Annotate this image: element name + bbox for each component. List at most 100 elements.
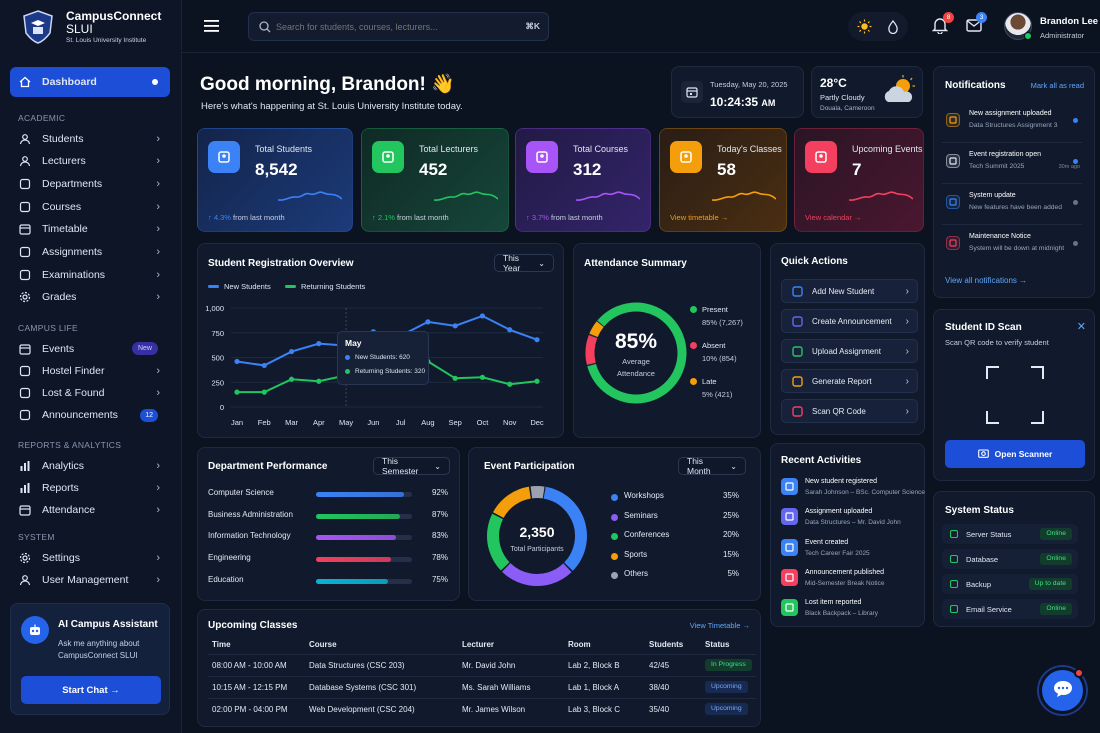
quick-action-scan-qr-code[interactable]: Scan QR Code ›	[781, 399, 918, 423]
brand-logo[interactable]	[20, 9, 56, 45]
quick-action-upload-assignment[interactable]: Upload Assignment ›	[781, 339, 918, 363]
stat-card-total-courses[interactable]: Total Courses 312 ↑ 3.7% from last month	[515, 128, 651, 232]
stat-value: 7	[852, 160, 862, 179]
sidebar-item-reports[interactable]: Reports ›	[10, 477, 170, 498]
activity-sub: Data Structures – Mr. David John	[805, 519, 901, 527]
notification-item[interactable]: Maintenance Notice System will be down at…	[942, 230, 1082, 266]
department-row: Information Technology 83%	[208, 531, 448, 545]
legend-dot	[611, 494, 618, 501]
chat-bubble-icon	[1052, 679, 1074, 702]
quick-action-generate-report[interactable]: Generate Report ›	[781, 369, 918, 393]
stat-link[interactable]: View timetable →	[670, 213, 729, 222]
search-bar[interactable]: ⌘K	[248, 12, 549, 41]
close-icon[interactable]: ✕	[1076, 321, 1086, 333]
sidebar-item-lecturers[interactable]: Lecturers ›	[10, 151, 170, 172]
filter-label: This Year	[503, 253, 521, 273]
sidebar-item-user-management[interactable]: User Management ›	[10, 569, 170, 590]
system-status-row: Server Status Online	[942, 524, 1078, 544]
stat-card-total-students[interactable]: Total Students 8,542 ↑ 4.3% from last mont…	[197, 128, 353, 232]
stat-card-today-s-classes[interactable]: Today's Classes 58 View timetable →	[659, 128, 787, 232]
stat-card-total-lecturers[interactable]: Total Lecturers 452 ↑ 2.1% from last month	[361, 128, 509, 232]
cell-lecturer: Ms. Sarah Williams	[462, 682, 531, 692]
sidebar-item-hostel-finder[interactable]: Hostel Finder ›	[10, 360, 170, 381]
activity-item[interactable]: Announcement published Mid-Semester Break…	[781, 568, 921, 594]
chat-online-dot	[1074, 668, 1084, 678]
y-tick-label: 0	[220, 403, 224, 412]
sidebar-item-settings[interactable]: Settings ›	[10, 547, 170, 568]
notification-item[interactable]: Event registration open Tech Summit 2025 3…	[942, 148, 1082, 184]
sidebar-item-label: Examinations	[42, 268, 106, 281]
sidebar-item-dashboard[interactable]: Dashboard	[10, 67, 170, 97]
open-scanner-button[interactable]: Open Scanner	[945, 440, 1085, 468]
registration-filter-select[interactable]: This Year ⌄	[494, 253, 554, 273]
table-row[interactable]: 08:00 AM - 10:00 AM Data Structures (CSC …	[208, 654, 756, 676]
legend-name: Late	[702, 377, 717, 386]
notifications-card: Notifications Mark all as read New assig…	[933, 66, 1095, 298]
cell-room: Lab 3, Block C	[568, 704, 621, 714]
table-row[interactable]: 02:00 PM - 04:00 PM Web Development (CSC …	[208, 698, 756, 720]
sidebar-badge: 12	[140, 408, 158, 422]
start-chat-button[interactable]: Start Chat →	[21, 676, 161, 704]
sidebar-item-examinations[interactable]: Examinations ›	[10, 264, 170, 285]
quick-action-label: Generate Report	[812, 376, 872, 386]
event-category: Conferences	[624, 530, 670, 540]
sidebar-item-analytics[interactable]: Analytics ›	[10, 455, 170, 476]
event-filter-select[interactable]: This Month ⌄	[678, 456, 746, 476]
data-point	[507, 381, 513, 387]
data-point	[234, 358, 240, 365]
sidebar-item-timetable[interactable]: Timetable ›	[10, 219, 170, 240]
activity-item[interactable]: Event created Tech Career Fair 2025	[781, 538, 921, 564]
activity-item[interactable]: Lost item reported Black Backpack – Libra…	[781, 598, 921, 624]
sidebar-item-grades[interactable]: Grades ›	[10, 287, 170, 308]
mail-icon[interactable]	[966, 19, 982, 35]
notification-sub: New features have been added	[969, 204, 1062, 211]
activity-item[interactable]: New student registered Sarah Johnson – BS…	[781, 477, 925, 503]
view-timetable-link[interactable]: View Timetable →	[689, 621, 750, 630]
department-filter-select[interactable]: This Semester ⌄	[373, 456, 450, 476]
sidebar-item-departments[interactable]: Departments ›	[10, 173, 170, 194]
sidebar-item-label: Hostel Finder	[42, 364, 105, 377]
sidebar-item-events[interactable]: Events New	[10, 338, 170, 359]
department-pct: 75%	[431, 574, 448, 584]
notification-item[interactable]: System update New features have been adde…	[942, 189, 1082, 225]
sidebar-item-lost-found[interactable]: Lost & Found ›	[10, 383, 170, 404]
stat-link[interactable]: View calendar →	[805, 213, 862, 222]
menu-icon[interactable]	[204, 19, 220, 33]
drop-icon[interactable]	[887, 19, 899, 37]
quick-action-create-announcement[interactable]: Create Announcement ›	[781, 309, 918, 333]
data-point	[261, 362, 267, 369]
user-name[interactable]: Brandon Lee	[1040, 16, 1099, 27]
theme-toggle[interactable]	[848, 12, 908, 41]
avatar[interactable]	[1004, 12, 1032, 40]
event-total-label: Total Participants	[510, 546, 564, 553]
x-tick-label: Oct	[477, 418, 490, 427]
quick-action-add-new-student[interactable]: Add New Student ›	[781, 279, 918, 303]
sun-icon[interactable]	[857, 19, 872, 37]
activity-title: Announcement published	[805, 568, 885, 576]
sparkline	[576, 191, 640, 201]
chart-tooltip: May New Students: 620 Returning Students…	[337, 331, 429, 385]
sidebar-badge: New	[131, 342, 158, 355]
sidebar-item-assignments[interactable]: Assignments ›	[10, 242, 170, 263]
quick-action-label: Create Announcement	[812, 316, 892, 326]
bell-icon[interactable]	[931, 17, 949, 37]
mark-all-read-link[interactable]: Mark all as read	[1030, 81, 1084, 90]
status-badge: In Progress	[705, 659, 752, 671]
event-participation-card: Event Participation This Month ⌄ 2,350 To…	[468, 447, 761, 601]
notification-item[interactable]: New assignment uploaded Data Structures A…	[942, 107, 1082, 143]
search-input[interactable]	[276, 19, 506, 35]
sidebar-item-attendance[interactable]: Attendance ›	[10, 500, 170, 521]
sidebar-item-students[interactable]: Students ›	[10, 128, 170, 149]
view-all-notifications-link[interactable]: View all notifications →	[945, 276, 1028, 285]
event-category: Seminars	[624, 510, 658, 520]
greeting-sub: Here's what's happening at St. Louis Uni…	[201, 101, 463, 112]
table-row[interactable]: 10:15 AM - 12:15 PM Database Systems (CSC…	[208, 676, 756, 698]
sidebar-item-label: Analytics	[42, 459, 85, 472]
x-tick-label: Mar	[285, 418, 298, 427]
activity-item[interactable]: Assignment uploaded Data Structures – Mr.…	[781, 507, 921, 533]
sidebar-item-courses[interactable]: Courses ›	[10, 196, 170, 217]
stat-card-upcoming-events[interactable]: Upcoming Events 7 View calendar →	[794, 128, 924, 232]
data-point	[234, 389, 240, 395]
column-header: Room	[568, 640, 591, 650]
sidebar-item-announcements[interactable]: Announcements 12	[10, 405, 170, 426]
